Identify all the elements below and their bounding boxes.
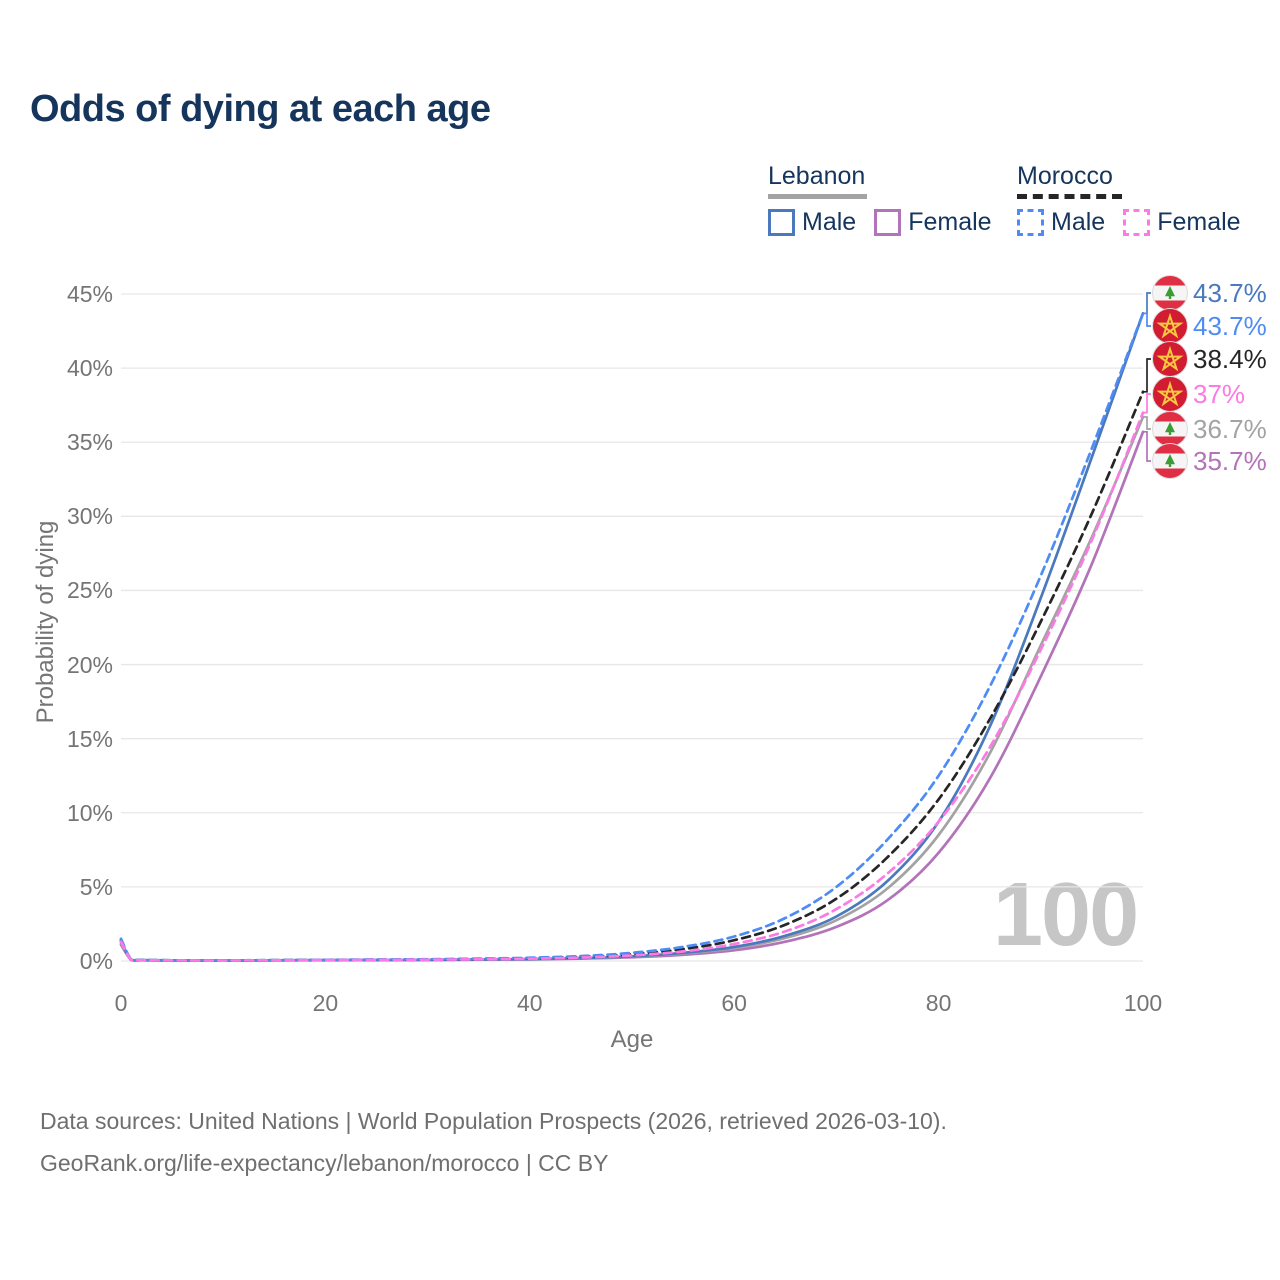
series-line-morocco-female xyxy=(119,411,1145,962)
y-tick-label: 35% xyxy=(66,429,113,456)
morocco-flag-icon xyxy=(1152,341,1188,377)
legend-item-lebanon-male[interactable]: Male xyxy=(768,208,856,237)
x-tick-label: 80 xyxy=(925,990,952,1016)
end-label-morocco-male: 43.7% xyxy=(1152,308,1267,344)
y-tick-label: 25% xyxy=(66,577,113,604)
end-label-morocco-both: 38.4% xyxy=(1152,341,1267,377)
x-tick-label: 20 xyxy=(312,990,339,1016)
end-label-value: 36.7% xyxy=(1193,413,1267,444)
end-label-value: 43.7% xyxy=(1193,277,1267,308)
y-tick-label: 15% xyxy=(66,725,113,752)
legend-item-lebanon-female[interactable]: Female xyxy=(874,208,992,237)
lebanon-flag-icon xyxy=(1152,275,1188,311)
lebanon-both-line-key xyxy=(768,194,867,199)
x-tick-label: 100 xyxy=(1123,990,1163,1016)
legend-group-morocco: Morocco Male Female xyxy=(1017,162,1241,237)
series-line-lebanon-male xyxy=(119,311,1145,962)
y-tick-label: 10% xyxy=(66,799,113,826)
attribution-text: GeoRank.org/life-expectancy/lebanon/moro… xyxy=(40,1150,609,1176)
label-connector-morocco-female xyxy=(1143,393,1151,414)
y-tick-label: 40% xyxy=(66,355,113,382)
legend-item-morocco-male[interactable]: Male xyxy=(1017,208,1105,237)
legend-item-label: Female xyxy=(1157,208,1241,236)
y-tick-label: 0% xyxy=(79,948,113,974)
y-tick-label: 20% xyxy=(66,651,113,678)
series-line-lebanon-female xyxy=(119,430,1145,962)
label-connector-lebanon-male xyxy=(1143,292,1151,315)
y-tick-label: 30% xyxy=(66,503,113,530)
x-tick-label: 60 xyxy=(721,990,747,1016)
legend-item-label: Male xyxy=(802,208,857,236)
x-axis-title: Age xyxy=(610,1026,654,1053)
morocco-female-swatch xyxy=(1123,209,1151,236)
end-label-lebanon-both: 36.7% xyxy=(1152,411,1267,447)
lebanon-male-swatch xyxy=(768,209,795,236)
legend-item-label: Female xyxy=(908,208,992,236)
end-label-value: 43.7% xyxy=(1193,310,1267,341)
legend-group-title-lebanon: Lebanon xyxy=(768,162,866,190)
label-connector-lebanon-both xyxy=(1143,416,1151,430)
morocco-flag-icon xyxy=(1152,376,1188,412)
end-label-value: 37% xyxy=(1193,378,1246,409)
page-title: Odds of dying at each age xyxy=(30,88,491,130)
legend-item-morocco-female[interactable]: Female xyxy=(1123,208,1241,237)
end-label-lebanon-female: 35.7% xyxy=(1152,443,1267,479)
legend-group-title-morocco: Morocco xyxy=(1017,162,1113,190)
morocco-flag-icon xyxy=(1152,308,1188,344)
lebanon-female-swatch xyxy=(874,209,902,236)
lebanon-flag-icon xyxy=(1152,443,1188,479)
y-tick-label: 45% xyxy=(66,281,113,307)
label-connector-morocco-male xyxy=(1143,312,1151,327)
end-label-value: 35.7% xyxy=(1193,445,1267,476)
lebanon-flag-icon xyxy=(1152,411,1188,447)
x-tick-label: 0 xyxy=(114,990,128,1016)
morocco-both-line-key xyxy=(1017,194,1122,199)
y-tick-label: 5% xyxy=(79,873,113,900)
legend-group-lebanon: Lebanon Male Female xyxy=(768,162,992,237)
label-connector-lebanon-female xyxy=(1143,430,1151,462)
label-connector-morocco-both xyxy=(1143,358,1151,393)
data-source-text: Data sources: United Nations | World Pop… xyxy=(40,1108,947,1134)
series-line-morocco-both xyxy=(119,390,1145,962)
age-watermark: 100 xyxy=(993,865,1139,965)
series-line-morocco-male xyxy=(119,311,1145,962)
end-label-morocco-female: 37% xyxy=(1152,376,1245,412)
legend-item-label: Male xyxy=(1051,208,1106,236)
morocco-male-swatch xyxy=(1017,209,1044,236)
end-label-lebanon-male: 43.7% xyxy=(1152,275,1267,311)
end-label-value: 38.4% xyxy=(1193,343,1267,374)
x-tick-label: 40 xyxy=(517,990,543,1016)
series-line-lebanon-both xyxy=(119,415,1145,962)
